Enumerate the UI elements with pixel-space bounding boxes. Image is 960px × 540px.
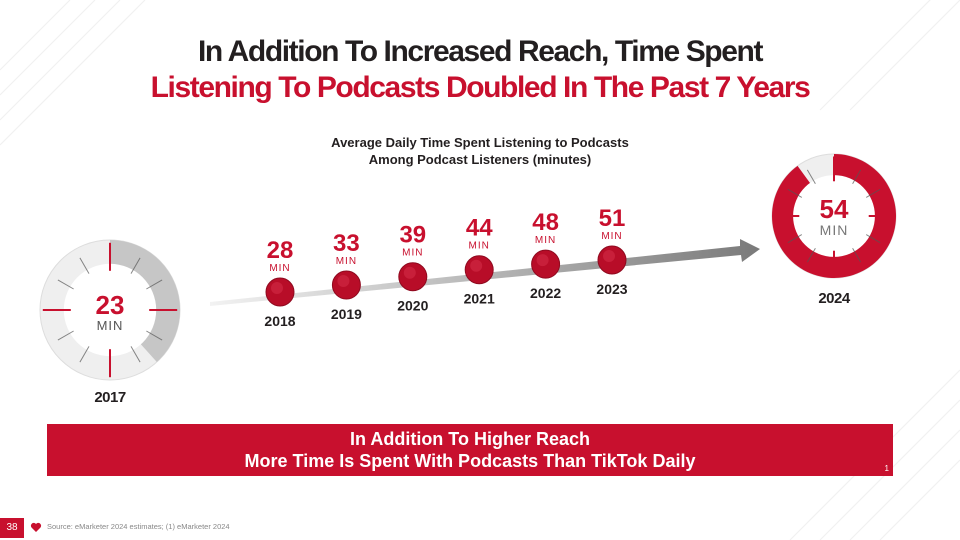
year-label-2024: 2024 [818, 290, 851, 307]
unit-label-2024: MIN [820, 222, 849, 238]
unit-label-2019: MIN [336, 256, 357, 267]
gauge-2024-tick [787, 188, 803, 198]
gauge-2024-tick [806, 169, 816, 185]
gauge-2017-tick [57, 279, 74, 290]
year-label-2023: 2023 [596, 281, 627, 297]
value-label-2023: 51 [599, 205, 626, 232]
year-label-2022: 2022 [530, 285, 561, 301]
year-label-2017: 2017 [94, 389, 126, 406]
gauge-2024-tick [806, 247, 816, 263]
year-label-2018: 2018 [264, 313, 295, 329]
unit-label-2020: MIN [402, 248, 423, 259]
data-point-highlight [337, 275, 350, 288]
banner-line-2: More Time Is Spent With Podcasts Than Ti… [244, 451, 696, 471]
time-spent-chart: 23MIN201754MIN202428MIN201833MIN201939MI… [39, 153, 897, 406]
value-label-2017: 23 [96, 290, 125, 320]
title-line-1: In Addition To Increased Reach, Time Spe… [197, 35, 763, 68]
gauge-2017-tick [130, 346, 141, 363]
unit-label-2023: MIN [601, 231, 622, 242]
gauge-2017-tick [79, 346, 90, 363]
gauge-2024-inner [793, 175, 875, 257]
data-point-highlight [603, 250, 615, 262]
data-point-highlight [403, 266, 416, 279]
value-label-2021: 44 [466, 215, 493, 242]
year-label-2021: 2021 [464, 291, 495, 307]
gauge-2024-tick [787, 234, 803, 244]
value-label-2024: 54 [820, 194, 849, 224]
gauge-2017-inner [63, 263, 157, 357]
gauge-2024-tick [852, 247, 862, 263]
value-label-2019: 33 [333, 230, 360, 257]
gauge-2017-tick [57, 330, 74, 341]
highlight-banner: In Addition To Higher Reach More Time Is… [47, 424, 893, 476]
gauge-2017-tick [130, 257, 141, 274]
year-label-2020: 2020 [397, 298, 428, 314]
data-point-highlight [470, 259, 483, 272]
gauge-2017-tick [146, 279, 163, 290]
value-label-2020: 39 [399, 222, 426, 249]
data-point-highlight [536, 254, 549, 267]
gauge-2024-tick [852, 169, 862, 185]
data-point-highlight [271, 282, 283, 294]
unit-label-2021: MIN [469, 241, 490, 252]
gauge-2024-tick [865, 234, 881, 244]
value-label-2022: 48 [532, 209, 559, 236]
gauge-2017-tick [146, 330, 163, 341]
chart-title: Average Daily Time Spent Listening to Po… [0, 134, 960, 168]
source-note: Source: eMarketer 2024 estimates; (1) eM… [47, 522, 230, 531]
banner-footnote: 1 [884, 464, 889, 473]
value-label-2018: 28 [267, 237, 294, 264]
year-label-2019: 2019 [331, 306, 362, 322]
banner-line-1: In Addition To Higher Reach [350, 429, 590, 449]
gauge-2024-tick [865, 188, 881, 198]
chart-title-line-2: Among Podcast Listeners (minutes) [368, 152, 592, 167]
page-title: In Addition To Increased Reach, Time Spe… [0, 34, 960, 106]
iheart-logo-icon [30, 522, 42, 532]
title-line-2: Listening To Podcasts Doubled In The Pas… [150, 71, 811, 104]
page-number: 38 [0, 518, 24, 538]
unit-label-2022: MIN [535, 235, 556, 246]
unit-label-2018: MIN [269, 263, 290, 274]
chart-title-line-1: Average Daily Time Spent Listening to Po… [331, 135, 629, 150]
unit-label-2017: MIN [97, 318, 124, 333]
gauge-2017-tick [79, 257, 90, 274]
